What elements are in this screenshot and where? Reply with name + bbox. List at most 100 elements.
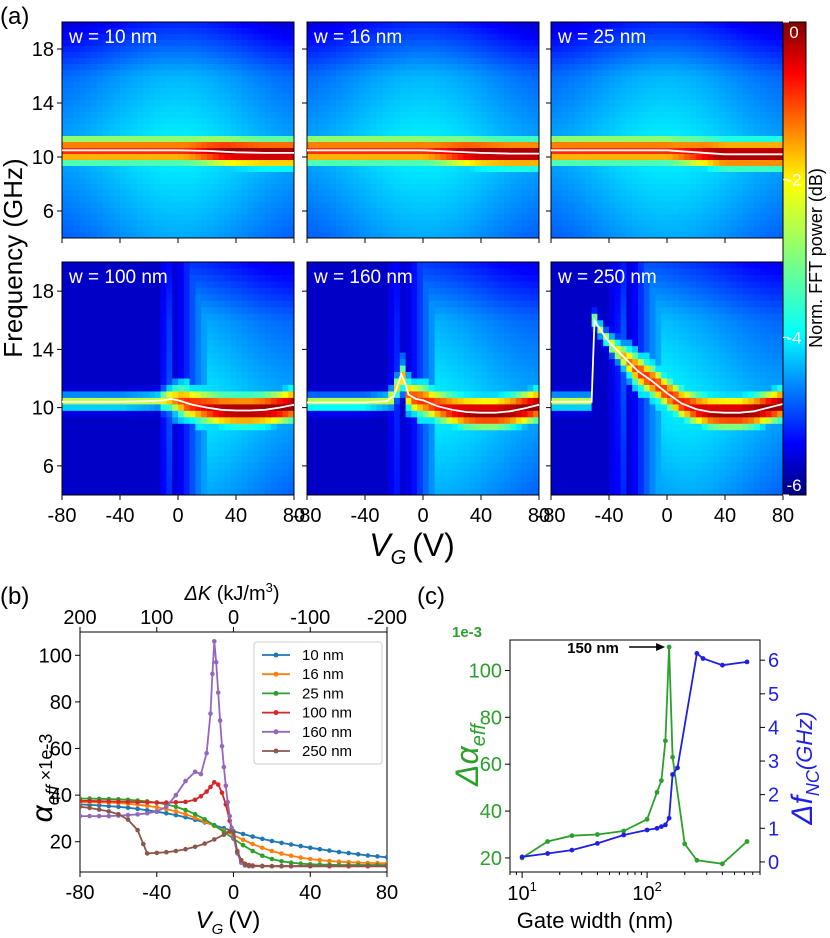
data-point: [208, 711, 213, 716]
legend: 10 nm 16 nm 25 nm 100 nm 160 nm 250 nm: [253, 641, 383, 765]
right-y-tick-label: 5: [768, 684, 779, 706]
y-tick-label: 60: [50, 739, 72, 761]
colorbar-tick-label: 0: [789, 23, 798, 42]
data-point: [183, 778, 188, 784]
data-point: [621, 832, 627, 838]
data-point: [595, 841, 600, 846]
heatmap-title: w = 250 nm: [557, 267, 657, 288]
data-point: [720, 662, 725, 668]
alpha-x-label: VG (V): [196, 907, 261, 938]
data-point: [154, 850, 160, 856]
data-point: [116, 804, 121, 810]
data-point: [675, 765, 680, 771]
y-tick-label: 10: [32, 398, 54, 420]
alpha-y-label-main: α: [26, 804, 59, 822]
annotation-label: 150 nm: [567, 640, 619, 657]
data-point: [225, 799, 230, 805]
colorbar-tick-label: -6: [786, 476, 801, 495]
data-point: [346, 850, 351, 856]
top-x-tick-label: -100: [290, 607, 330, 629]
x-tick-label: -40: [351, 505, 380, 527]
colorbar-tick-label: -4: [786, 328, 801, 347]
heatmap-title: w = 160 nm: [313, 267, 413, 288]
frequency-trace: [551, 149, 783, 156]
data-point: [365, 853, 371, 858]
data-point: [164, 804, 169, 810]
data-point: [227, 828, 232, 834]
data-point: [210, 671, 215, 677]
alpha-x-label-main: V: [196, 907, 214, 934]
x-tick-label: 80: [528, 505, 550, 527]
gate-width-x-label: Gate width (nm): [517, 908, 674, 933]
data-point: [208, 784, 213, 790]
heatmap-5: w = 250 nm: [550, 261, 784, 496]
data-point: [204, 750, 209, 756]
top-x-tick-label: 200: [63, 607, 96, 629]
colorbar-tick-label: -2: [786, 171, 801, 190]
data-point: [260, 863, 265, 869]
data-point: [135, 799, 140, 805]
x-tick-label: -80: [537, 505, 566, 527]
data-point: [96, 807, 102, 812]
multiplier-label: 1e-3: [452, 624, 482, 641]
series-250-nm: [80, 804, 387, 869]
data-point: [183, 811, 188, 817]
data-point: [135, 827, 140, 833]
data-point: [192, 769, 198, 775]
data-point: [375, 854, 380, 859]
data-point: [173, 848, 179, 854]
data-point: [154, 800, 160, 805]
data-point: [346, 863, 351, 869]
data-point: [308, 845, 313, 851]
data-point: [288, 853, 294, 858]
data-point: [240, 831, 246, 837]
data-point: [106, 803, 112, 809]
x-tick-label: 0: [417, 505, 428, 527]
data-point: [269, 863, 275, 869]
data-point: [212, 823, 217, 828]
data-point: [173, 809, 179, 814]
data-point: [217, 718, 223, 723]
y-tick-label: 18: [32, 281, 54, 303]
data-point: [231, 830, 236, 835]
data-point: [260, 836, 265, 842]
heatmap-2: w = 25 nm: [550, 21, 784, 239]
legend-label: 16 nm: [302, 666, 344, 683]
heatmap-title: w = 100 nm: [68, 267, 168, 288]
colorbar: 0 -2 -4 -6 Norm. FFT power (dB): [782, 21, 826, 496]
data-point: [87, 798, 92, 804]
y-tick-label: 10: [32, 147, 54, 169]
x-tick-label: -40: [142, 882, 171, 904]
data-point: [250, 841, 255, 847]
heatmap-1: w = 16 nm: [306, 21, 540, 239]
panel-b-label: (b): [0, 583, 29, 610]
data-point: [621, 828, 627, 834]
legend-label: 25 nm: [302, 685, 344, 702]
data-point: [744, 659, 750, 665]
data-point: [336, 849, 342, 855]
heatmap-title: w = 25 nm: [557, 27, 646, 48]
data-point: [144, 800, 150, 805]
data-point: [212, 780, 217, 785]
data-point: [269, 856, 275, 862]
left-y-tick-label: 20: [480, 848, 502, 870]
frequency-trace: [62, 149, 294, 154]
data-point: [269, 848, 275, 854]
heatmap-title: w = 16 nm: [313, 27, 402, 48]
heatmap-x-label-main: V: [369, 527, 393, 563]
data-point: [240, 842, 246, 848]
top-x-label-sup: 3: [266, 580, 273, 595]
data-point: [192, 815, 198, 820]
data-point: [240, 837, 246, 843]
plot-frame: [509, 639, 761, 873]
data-point: [183, 846, 188, 852]
data-point: [125, 817, 131, 822]
data-point: [80, 804, 83, 810]
data-point: [87, 813, 92, 819]
data-point: [279, 863, 284, 869]
data-point: [202, 841, 207, 846]
left-y-tick-label: 100: [469, 660, 502, 682]
data-point: [215, 690, 221, 695]
y-tick-label: 100: [39, 645, 72, 667]
